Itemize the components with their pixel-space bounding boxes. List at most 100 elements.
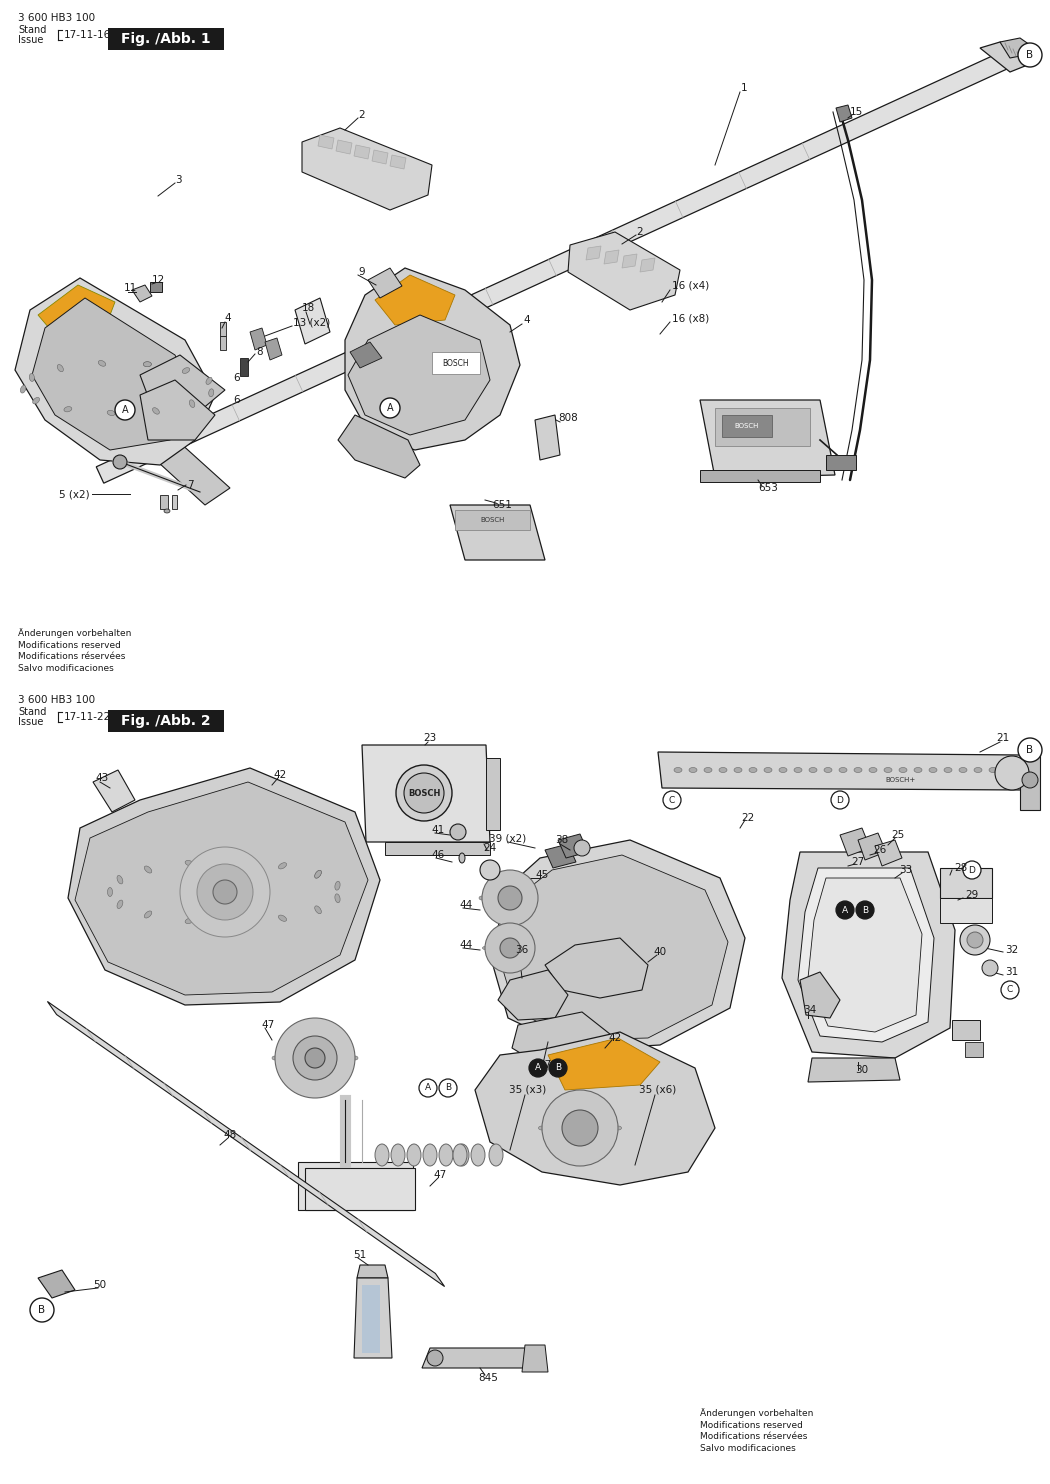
Ellipse shape [315,870,321,879]
Bar [220,335,226,350]
Text: 41: 41 [432,825,444,835]
Text: 44: 44 [460,899,472,910]
Text: 651: 651 [492,500,512,510]
Ellipse shape [74,352,82,358]
Ellipse shape [278,862,287,870]
Text: BOSCH: BOSCH [407,788,440,797]
Text: 808: 808 [558,413,578,423]
Ellipse shape [352,1057,358,1060]
Circle shape [960,925,990,956]
Ellipse shape [293,1033,297,1039]
Bar [965,1042,983,1057]
Ellipse shape [779,767,788,773]
Text: 845: 845 [478,1373,498,1383]
Text: 37: 37 [539,1060,551,1070]
Text: 6: 6 [234,372,240,383]
Ellipse shape [58,365,63,371]
Circle shape [304,1048,326,1068]
Circle shape [180,847,270,936]
Polygon shape [385,841,490,855]
Polygon shape [348,315,490,435]
Bar [432,352,480,374]
FancyBboxPatch shape [108,709,224,732]
Ellipse shape [749,767,757,773]
Circle shape [482,870,538,926]
Polygon shape [586,246,601,260]
Text: 23: 23 [423,733,437,743]
Text: 27: 27 [852,856,864,867]
Text: 9: 9 [359,267,365,278]
Ellipse shape [674,767,682,773]
Polygon shape [622,254,637,269]
Ellipse shape [107,410,116,416]
Ellipse shape [689,767,697,773]
Text: Änderungen vorbehalten
Modifications reserved
Modifications réservées
Salvo modi: Änderungen vorbehalten Modifications res… [18,628,131,674]
Circle shape [113,456,127,469]
Text: D: D [837,795,843,804]
Polygon shape [604,249,620,264]
Circle shape [1018,43,1042,67]
Circle shape [450,824,466,840]
Circle shape [500,938,520,959]
Polygon shape [354,1278,392,1358]
Polygon shape [875,840,902,867]
Ellipse shape [508,911,512,917]
Ellipse shape [107,887,112,896]
Polygon shape [354,145,370,159]
Ellipse shape [375,1144,388,1166]
Text: 36: 36 [516,945,528,956]
Circle shape [856,901,874,919]
Ellipse shape [974,767,982,773]
Ellipse shape [185,861,194,867]
Ellipse shape [206,377,212,384]
Ellipse shape [232,859,242,865]
Ellipse shape [899,767,907,773]
Ellipse shape [453,1144,467,1166]
Polygon shape [38,318,145,387]
Ellipse shape [566,1146,570,1153]
Text: 2: 2 [359,110,365,120]
Circle shape [967,932,983,948]
Text: 13 (x2): 13 (x2) [293,318,331,326]
Ellipse shape [487,907,492,913]
Ellipse shape [277,1043,284,1048]
Ellipse shape [929,767,937,773]
Text: B: B [1027,745,1033,755]
Text: 5 (x2): 5 (x2) [60,490,90,499]
Circle shape [836,901,854,919]
Text: 2: 2 [636,227,644,237]
Ellipse shape [704,767,712,773]
Ellipse shape [608,1112,614,1117]
Text: BOSCH: BOSCH [481,516,505,522]
Text: 33: 33 [900,865,912,876]
Ellipse shape [824,767,832,773]
Ellipse shape [64,407,71,413]
Polygon shape [558,834,588,858]
Bar [940,898,992,923]
Polygon shape [375,275,455,325]
Ellipse shape [144,362,151,367]
Text: Stand: Stand [18,706,46,717]
Ellipse shape [459,853,465,864]
Text: 35 (x6): 35 (x6) [639,1085,676,1095]
Text: 17-11-16: 17-11-16 [64,30,111,40]
Text: 7: 7 [187,479,193,490]
Polygon shape [345,269,520,450]
Ellipse shape [232,920,242,925]
Polygon shape [93,770,135,812]
Ellipse shape [335,881,340,890]
Text: 31: 31 [1005,968,1018,976]
Text: 42: 42 [608,1033,622,1043]
Text: 12: 12 [151,275,165,285]
Circle shape [480,861,500,880]
Ellipse shape [407,1144,421,1166]
Text: 51: 51 [354,1250,366,1260]
Bar [722,416,772,436]
Text: 45: 45 [536,870,548,880]
Ellipse shape [335,893,340,902]
Ellipse shape [854,767,862,773]
Ellipse shape [103,370,110,375]
Circle shape [396,764,452,821]
Ellipse shape [185,919,194,923]
Bar [172,496,177,509]
